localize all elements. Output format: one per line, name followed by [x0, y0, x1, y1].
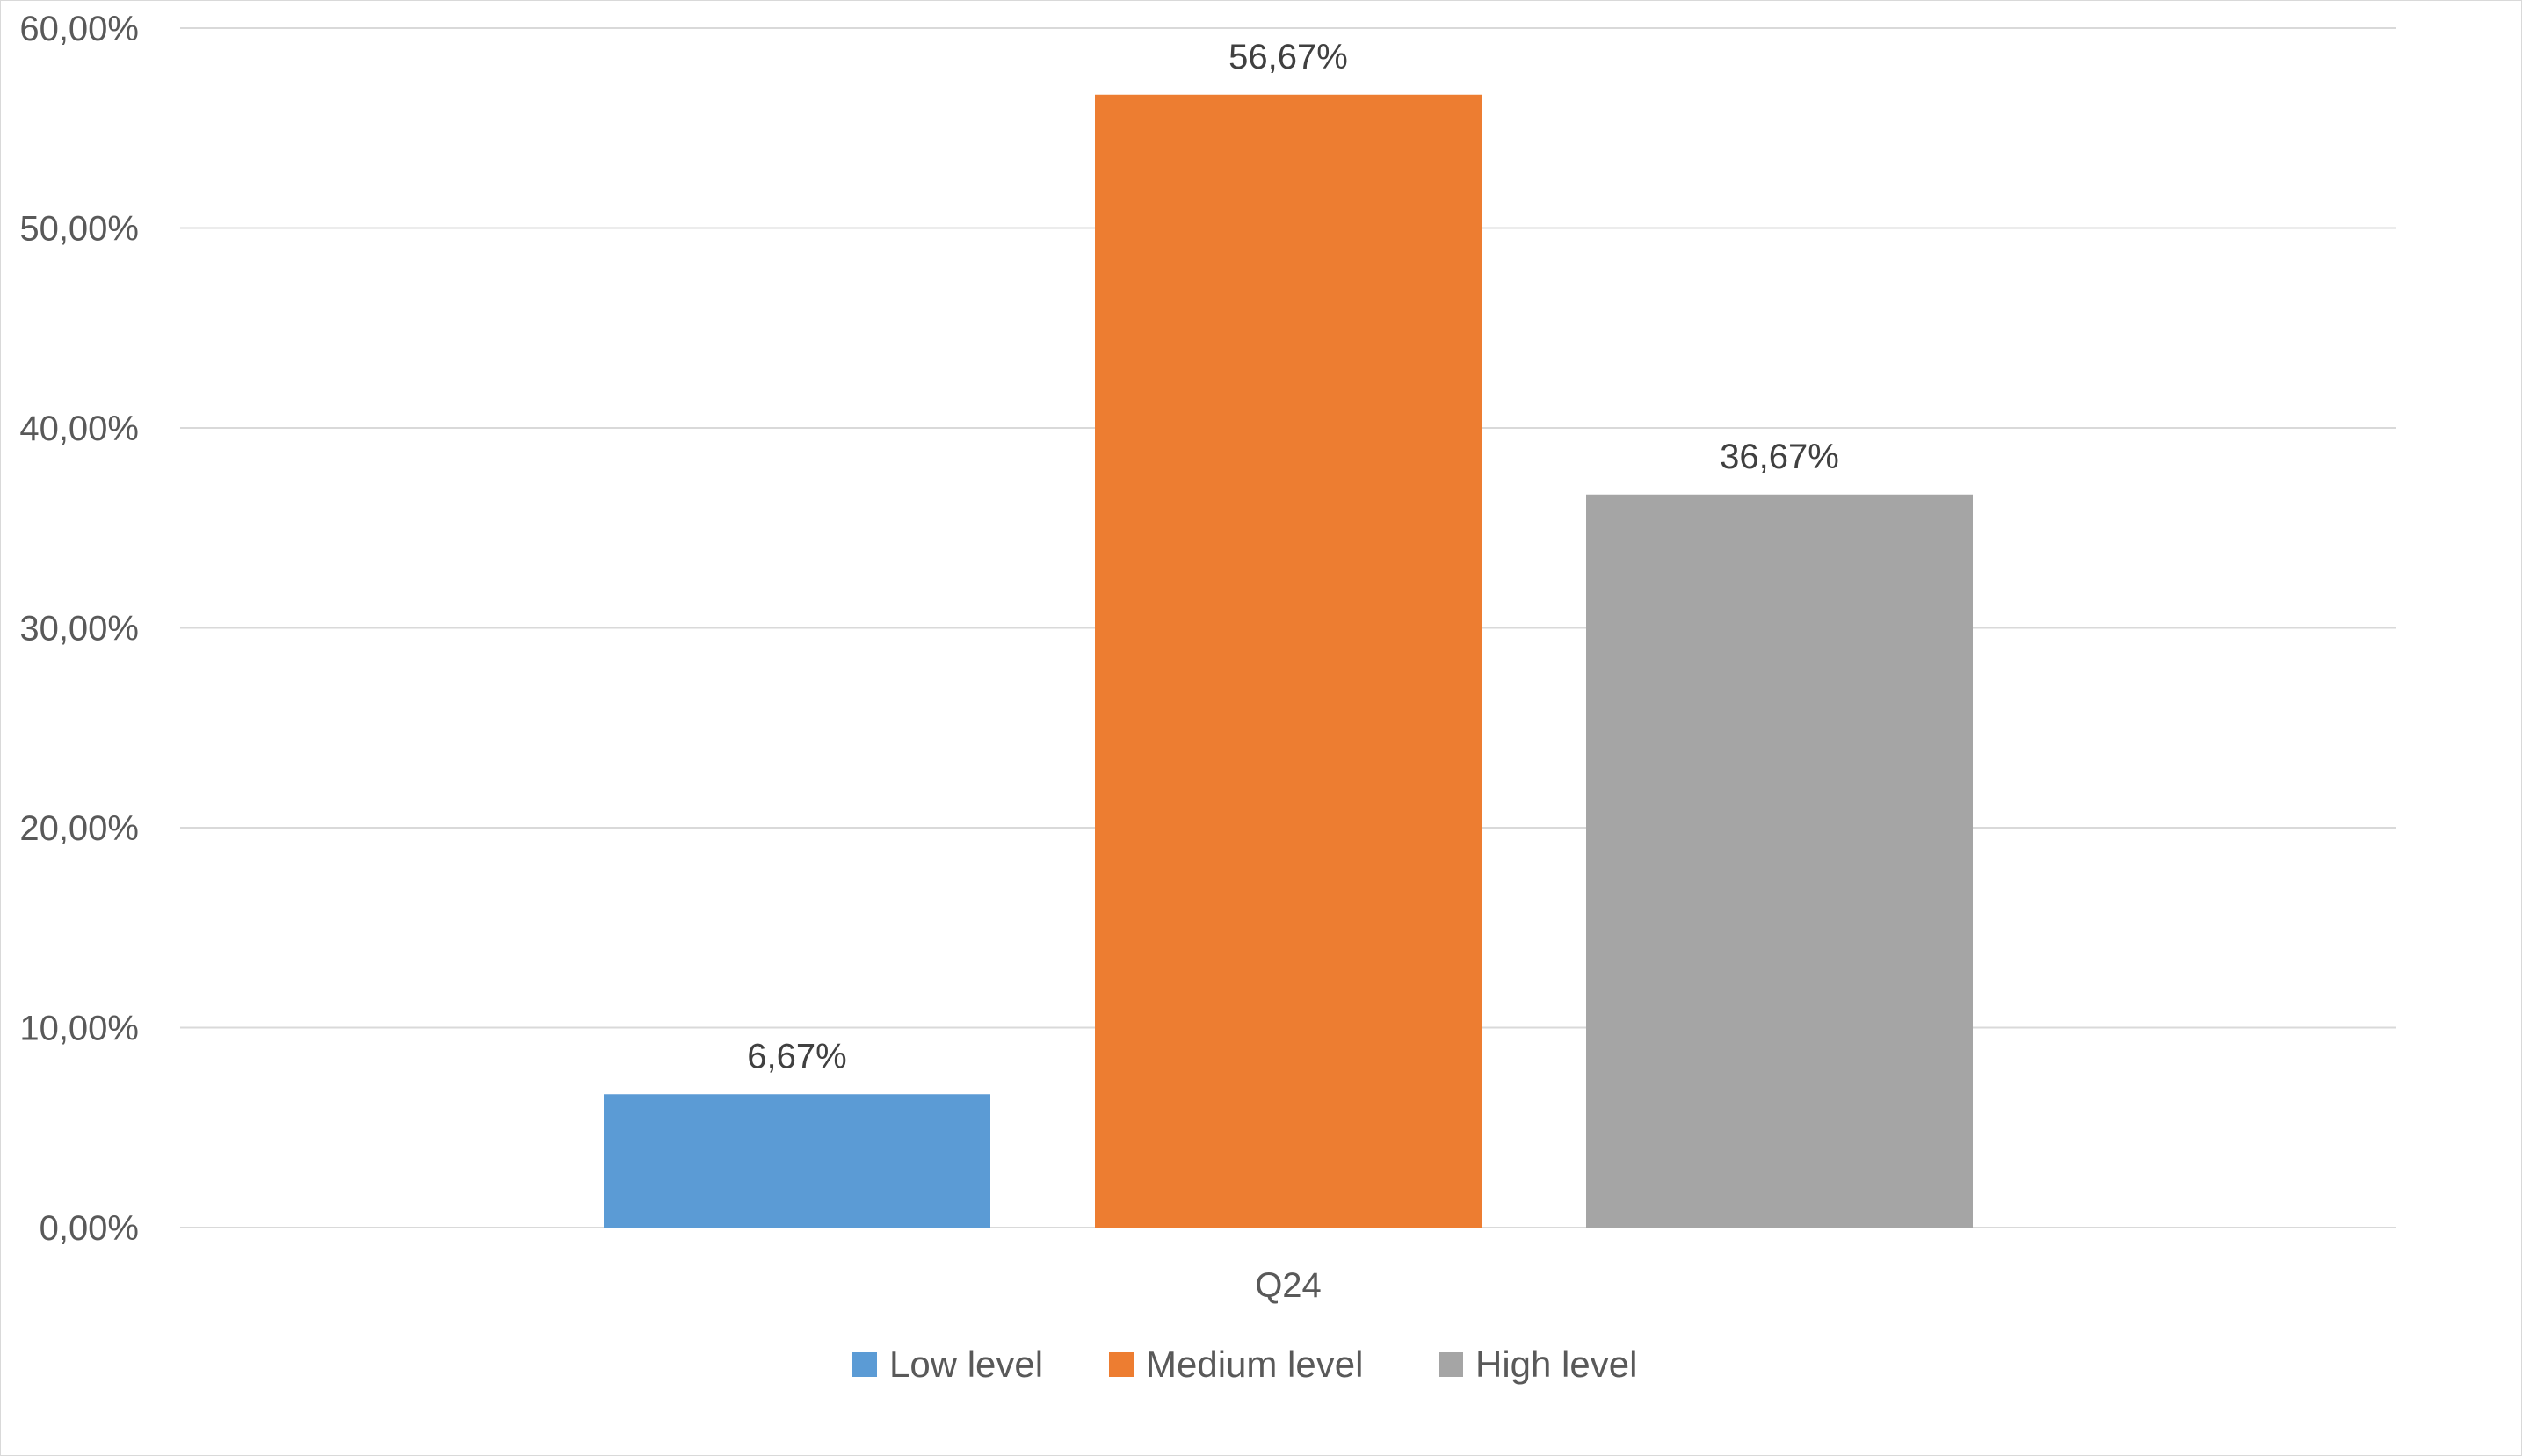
y-tick-label: 50,00% — [19, 210, 139, 249]
legend-swatch — [1439, 1352, 1463, 1377]
legend-swatch — [1109, 1352, 1134, 1377]
legend-label: Low level — [889, 1344, 1043, 1385]
legend: Low level Medium level High level — [852, 1344, 1637, 1385]
legend-swatch — [852, 1352, 877, 1377]
data-label: 56,67% — [1228, 38, 1348, 76]
y-tick-label: 30,00% — [19, 610, 139, 648]
data-label: 36,67% — [1720, 438, 1839, 476]
y-tick-label: 60,00% — [19, 10, 139, 48]
data-label: 6,67% — [747, 1037, 846, 1076]
y-tick-label: 40,00% — [19, 409, 139, 448]
legend-label: Medium level — [1146, 1344, 1363, 1385]
bar-low-level — [604, 1094, 990, 1228]
bar-medium-level — [1095, 94, 1482, 1228]
y-tick-label: 20,00% — [19, 809, 139, 848]
legend-label: High level — [1475, 1344, 1637, 1385]
bar-high-level — [1586, 494, 1973, 1228]
data-labels: 6,67% 56,67% 36,67% — [747, 38, 1839, 1076]
y-tick-label: 0,00% — [40, 1209, 139, 1248]
x-axis-ticks: Q24 — [1255, 1266, 1322, 1305]
bars — [604, 94, 1973, 1228]
x-tick-label: Q24 — [1255, 1266, 1322, 1305]
y-tick-label: 10,00% — [19, 1010, 139, 1048]
y-axis-ticks: 0,00% 10,00% 20,00% 30,00% 40,00% 50,00% 60,00… — [19, 10, 139, 1248]
